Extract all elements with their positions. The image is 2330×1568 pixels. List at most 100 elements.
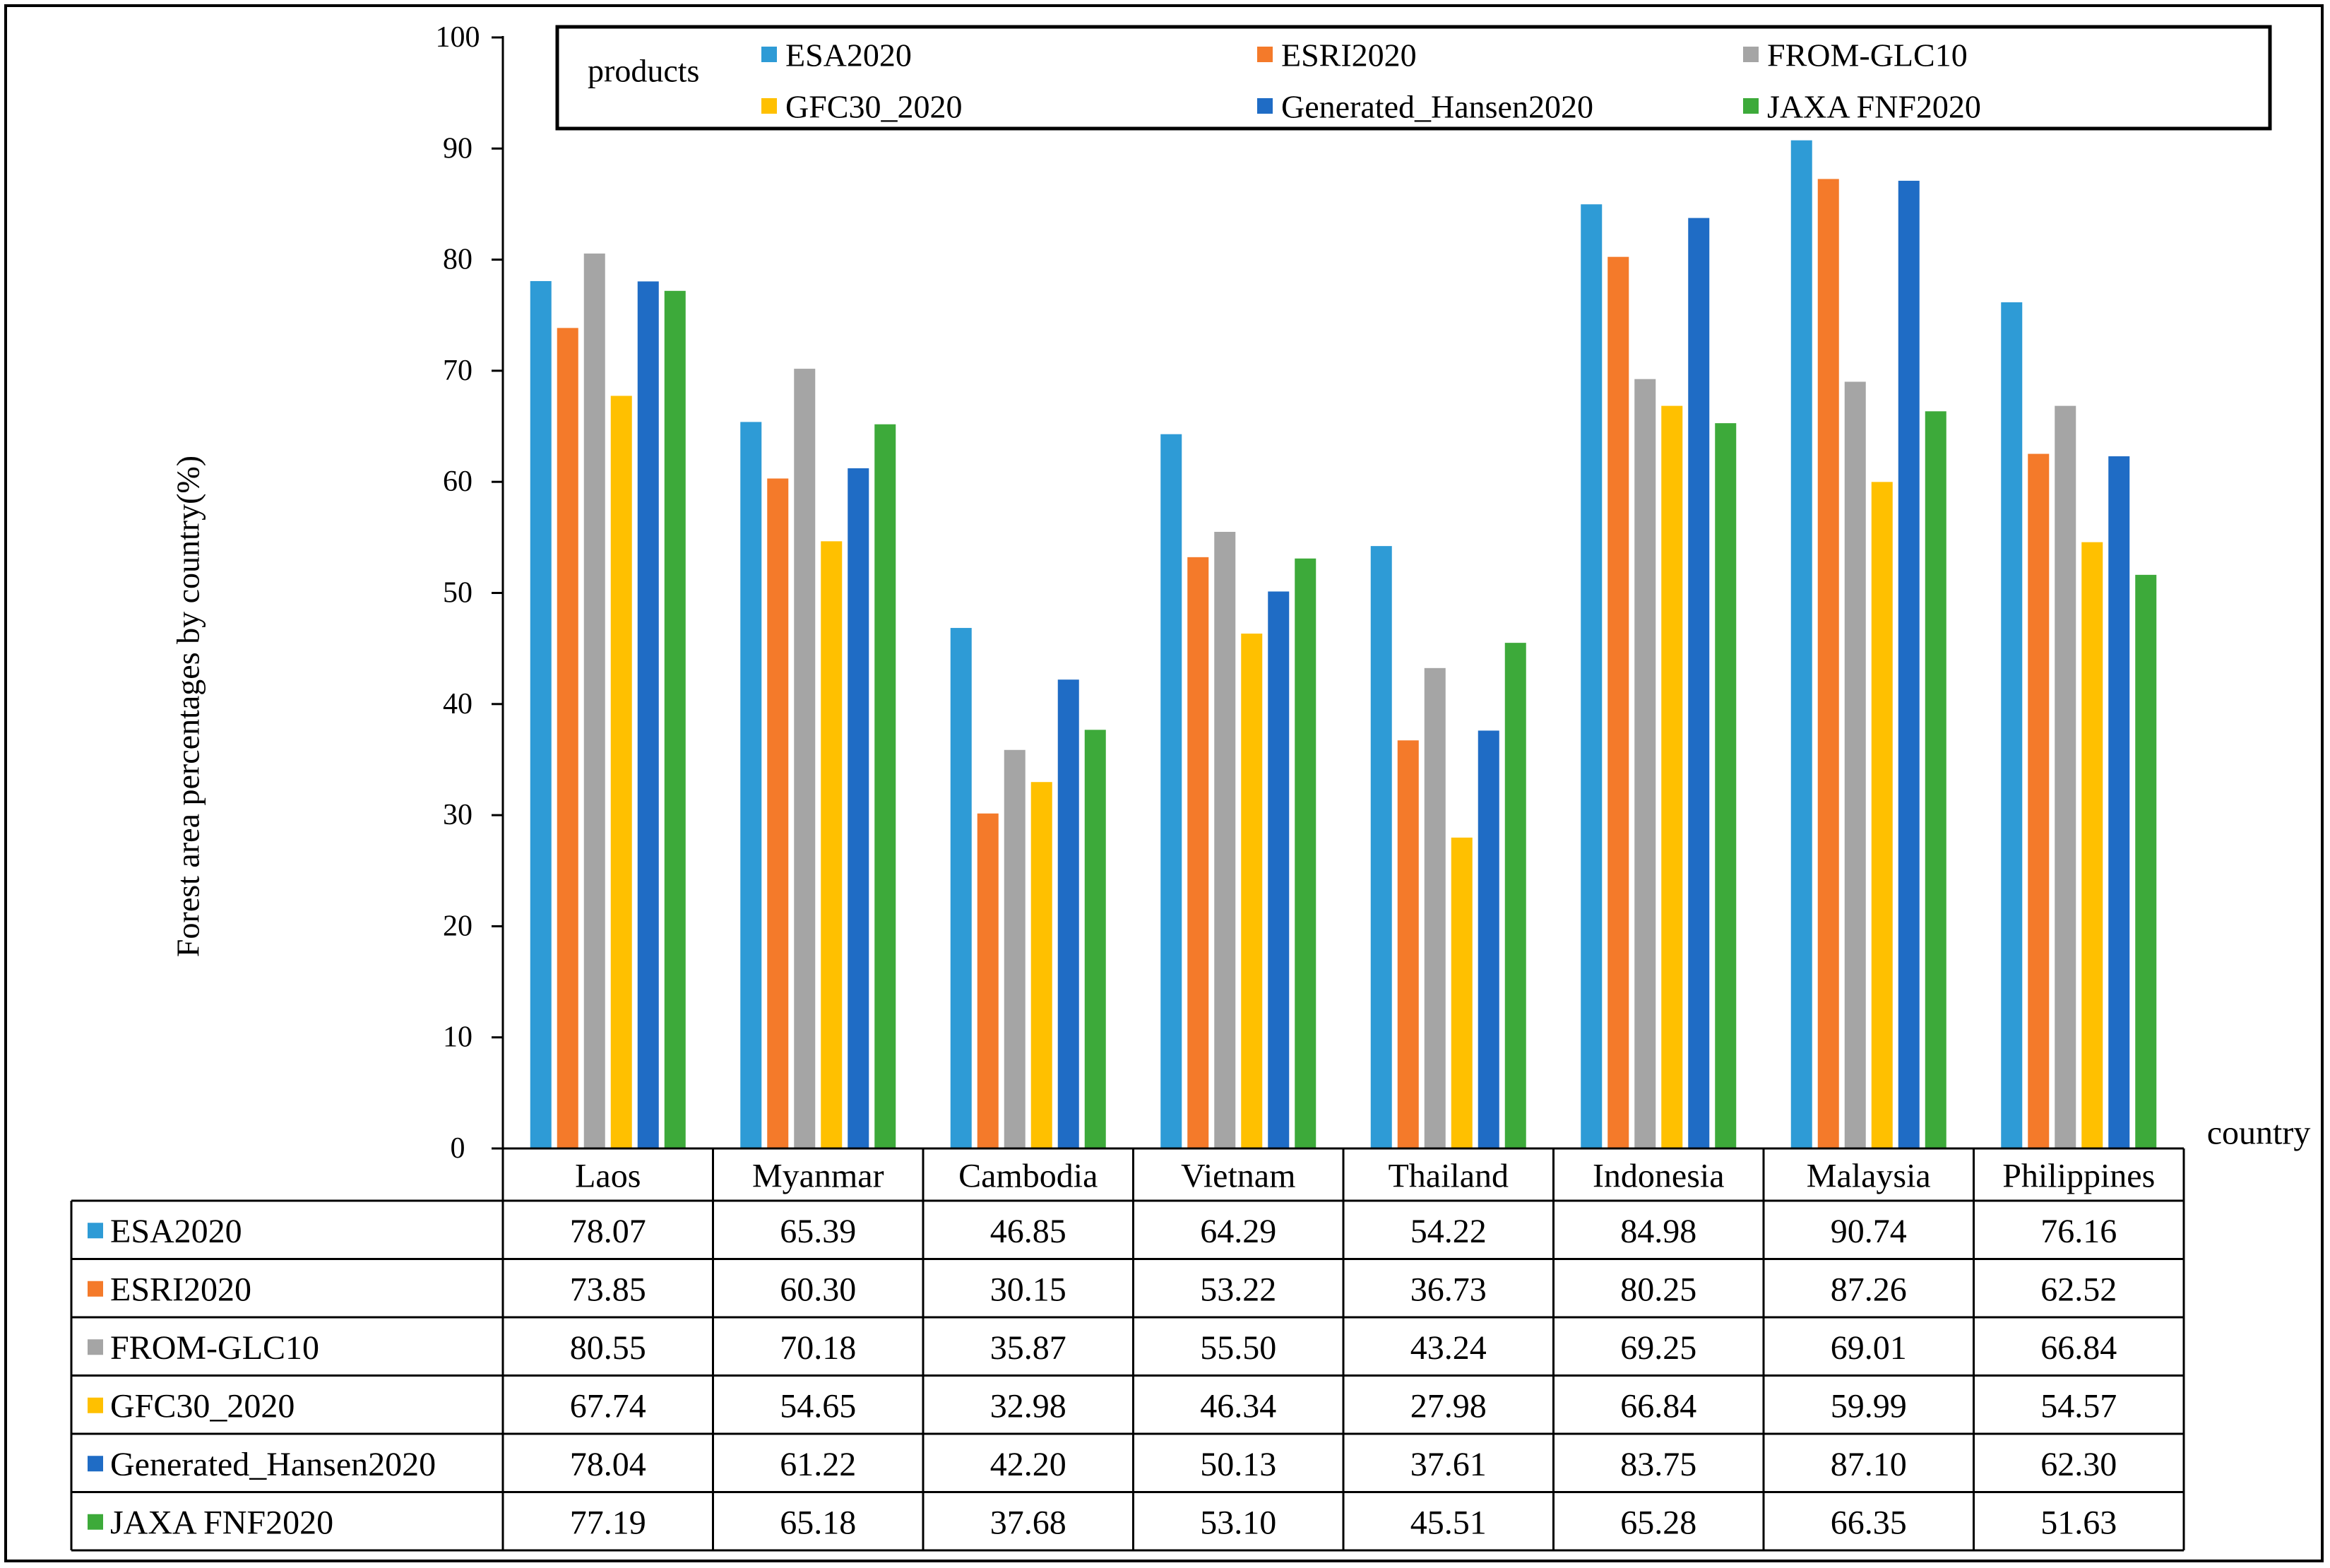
x-tick-label: Myanmar xyxy=(752,1158,884,1195)
y-tick-label: 70 xyxy=(443,355,472,387)
bar xyxy=(664,290,686,1149)
bar xyxy=(1004,749,1026,1148)
table-cell: 32.98 xyxy=(990,1387,1066,1425)
bar xyxy=(1688,218,1710,1148)
x-tick-label: Malaysia xyxy=(1807,1158,1931,1195)
table-cell: 65.18 xyxy=(780,1504,856,1541)
bar xyxy=(874,424,896,1148)
y-tick-label: 40 xyxy=(443,688,472,720)
bar xyxy=(950,628,972,1148)
table-cell: 66.84 xyxy=(1620,1387,1696,1425)
table-cell: 66.35 xyxy=(1831,1504,1907,1541)
y-tick-label: 50 xyxy=(443,577,472,610)
table-cell: 65.39 xyxy=(780,1213,856,1250)
legend-label: GFC30_2020 xyxy=(785,89,962,125)
legend-swatch xyxy=(1743,98,1759,114)
legend-swatch xyxy=(761,98,777,114)
y-tick-label: 20 xyxy=(443,910,472,942)
bar xyxy=(1925,411,1946,1149)
table-row-label: JAXA FNF2020 xyxy=(110,1504,333,1541)
table-row-label: GFC30_2020 xyxy=(110,1387,295,1425)
bar xyxy=(1030,782,1052,1148)
table-cell: 76.16 xyxy=(2040,1213,2117,1250)
table-cell: 30.15 xyxy=(990,1271,1066,1308)
legend-label: ESRI2020 xyxy=(1281,37,1417,73)
table-cell: 36.73 xyxy=(1410,1271,1487,1308)
table-cell: 60.30 xyxy=(780,1271,856,1308)
legend-key xyxy=(88,1397,103,1413)
y-tick-label: 100 xyxy=(436,21,480,54)
table-cell: 78.07 xyxy=(570,1213,646,1250)
table-cell: 78.04 xyxy=(570,1446,646,1483)
table-cell: 87.10 xyxy=(1831,1446,1907,1483)
bar xyxy=(2108,456,2130,1148)
table-cell: 45.51 xyxy=(1410,1504,1487,1541)
bar xyxy=(767,478,789,1148)
legend-box xyxy=(555,25,2272,131)
legend-swatch xyxy=(1743,47,1759,62)
table-cell: 65.28 xyxy=(1620,1504,1696,1541)
table-cell: 50.13 xyxy=(1200,1446,1276,1483)
table-cell: 46.34 xyxy=(1200,1387,1276,1425)
table-cell: 54.57 xyxy=(2040,1387,2117,1425)
bar xyxy=(1478,730,1499,1148)
bar xyxy=(1295,558,1316,1148)
table-cell: 62.30 xyxy=(2040,1446,2117,1483)
y-tick-label: 60 xyxy=(443,465,472,498)
legend-label: Generated_Hansen2020 xyxy=(1281,89,1593,125)
legend-label: JAXA FNF2020 xyxy=(1767,89,1981,125)
y-axis-title: Forest area percentages by country(%) xyxy=(170,456,206,957)
bar xyxy=(1504,643,1526,1148)
x-tick-label: Laos xyxy=(575,1158,641,1195)
table-cell: 43.24 xyxy=(1410,1329,1487,1367)
legend-label: ESA2020 xyxy=(785,37,912,73)
table-cell: 59.99 xyxy=(1831,1387,1907,1425)
legend-label: FROM-GLC10 xyxy=(1767,37,1968,73)
bar xyxy=(1160,434,1182,1148)
bar xyxy=(2135,574,2157,1148)
bar xyxy=(2028,453,2050,1148)
bar xyxy=(1451,837,1473,1148)
bar xyxy=(1790,140,1812,1149)
table-cell: 84.98 xyxy=(1620,1213,1696,1250)
bar xyxy=(1424,667,1446,1148)
bar xyxy=(1634,379,1656,1148)
legend-key xyxy=(88,1456,103,1472)
table-cell: 69.25 xyxy=(1620,1329,1696,1367)
x-tick-label: Vietnam xyxy=(1181,1158,1295,1195)
bar xyxy=(583,253,605,1148)
bar xyxy=(1214,531,1236,1148)
bar xyxy=(2055,405,2076,1148)
figure-frame xyxy=(4,4,2324,1562)
table-cell: 55.50 xyxy=(1200,1329,1276,1367)
bar xyxy=(1397,740,1419,1148)
bar xyxy=(977,813,999,1148)
table-cell: 27.98 xyxy=(1410,1387,1487,1425)
legend-swatch xyxy=(1257,98,1273,114)
bar xyxy=(557,328,578,1149)
table-row-label: ESRI2020 xyxy=(110,1271,251,1308)
table-cell: 42.20 xyxy=(990,1446,1066,1483)
bar xyxy=(2081,542,2103,1148)
x-tick-label: Philippines xyxy=(2002,1158,2155,1195)
bar xyxy=(1241,634,1263,1148)
table-cell: 90.74 xyxy=(1831,1213,1907,1250)
table-cell: 77.19 xyxy=(570,1504,646,1541)
x-tick-label: Thailand xyxy=(1388,1158,1509,1195)
table-cell: 51.63 xyxy=(2040,1504,2117,1541)
legend-key xyxy=(88,1223,103,1239)
bar xyxy=(1661,405,1683,1148)
table-row-label: Generated_Hansen2020 xyxy=(110,1446,436,1483)
bar xyxy=(848,468,869,1148)
legend-key xyxy=(88,1514,103,1530)
table-row-label: FROM-GLC10 xyxy=(110,1329,319,1367)
table-cell: 69.01 xyxy=(1831,1329,1907,1367)
table-cell: 80.55 xyxy=(570,1329,646,1367)
table-cell: 62.52 xyxy=(2040,1271,2117,1308)
legend-title: products xyxy=(588,53,699,89)
bar xyxy=(740,422,762,1148)
bar xyxy=(794,369,816,1148)
bar xyxy=(637,281,659,1148)
table-cell: 64.29 xyxy=(1200,1213,1276,1250)
